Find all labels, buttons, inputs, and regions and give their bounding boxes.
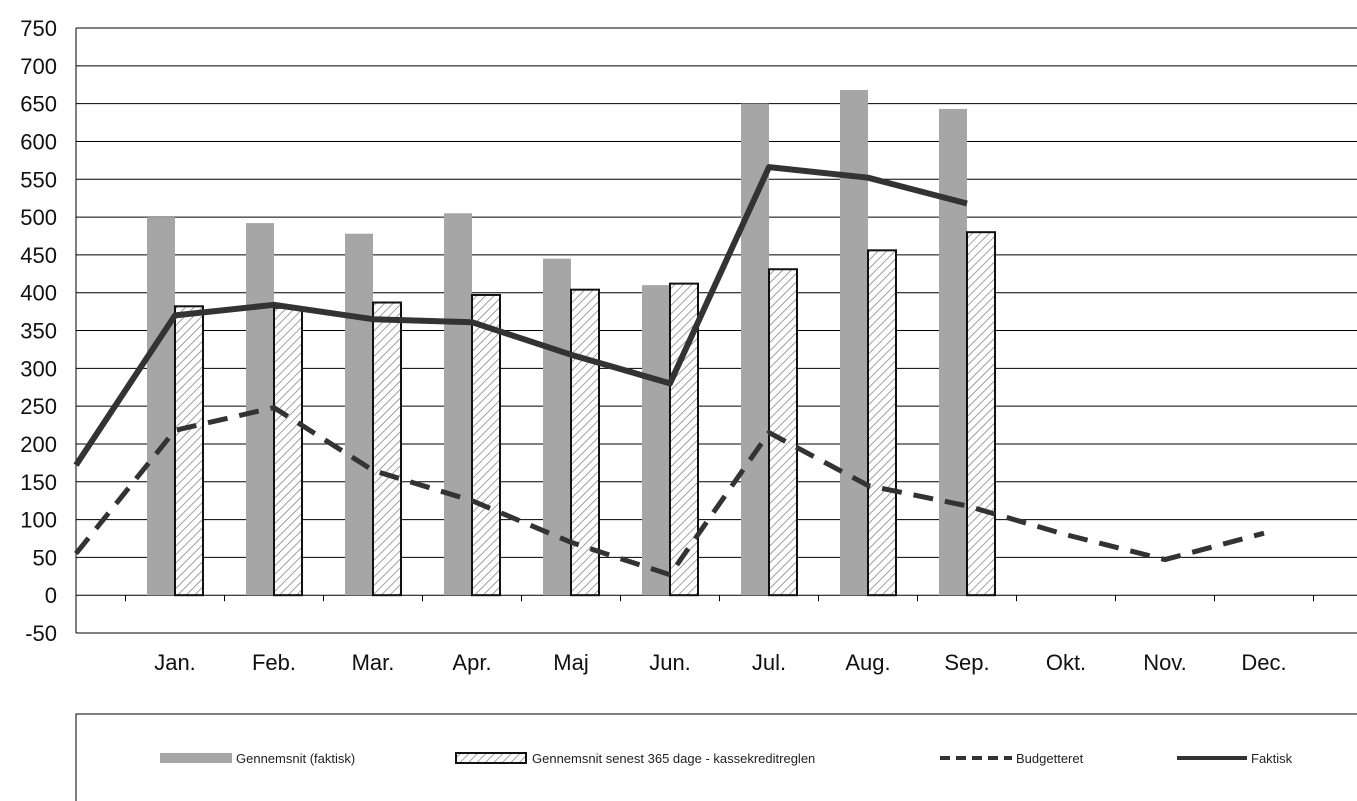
x-tick-label: Okt.	[1046, 650, 1086, 675]
legend-label: Faktisk	[1251, 751, 1293, 766]
bar	[543, 258, 571, 596]
y-tick-label: 700	[20, 54, 57, 79]
x-tick-label: Jul.	[752, 650, 786, 675]
bar	[174, 305, 204, 597]
y-tick-label: 550	[20, 167, 57, 192]
y-tick-label: 0	[45, 583, 57, 608]
y-tick-label: 50	[33, 545, 57, 570]
bar	[345, 233, 373, 596]
series-line	[73, 164, 968, 467]
bar	[147, 217, 175, 596]
bar	[642, 285, 670, 596]
legend-box	[75, 713, 1357, 801]
bar	[840, 90, 868, 596]
x-axis-ticks: Jan. Feb. Mar. Apr. Maj Jun. Jul. Aug. Sep. Okt. N…	[125, 595, 1314, 675]
bar	[372, 301, 402, 597]
x-tick-label: Aug.	[845, 650, 890, 675]
bars	[147, 90, 996, 597]
y-tick-label: 750	[20, 16, 57, 41]
x-tick-label: Nov.	[1143, 650, 1187, 675]
legend-swatch	[160, 753, 232, 763]
legend-label: Budgetteret	[1016, 751, 1084, 766]
x-tick-label: Maj	[553, 650, 588, 675]
y-tick-label: 450	[20, 243, 57, 268]
y-axis-ticks: 7507006506005505004504003503002502001501…	[20, 16, 57, 646]
legend: Gennemsnit (faktisk) Gennemsnit senest 36…	[75, 713, 1357, 801]
x-tick-label: Feb.	[252, 650, 296, 675]
y-tick-label: 300	[20, 356, 57, 381]
x-tick-label: Mar.	[352, 650, 395, 675]
bar	[966, 231, 996, 597]
bar	[246, 223, 274, 596]
x-tick-label: Jun.	[649, 650, 691, 675]
y-tick-label: 250	[20, 394, 57, 419]
y-tick-label: 350	[20, 319, 57, 344]
series-line	[74, 405, 1265, 578]
bar	[741, 103, 769, 596]
bar	[867, 249, 897, 597]
y-tick-label: 150	[20, 470, 57, 495]
x-tick-label: Apr.	[452, 650, 491, 675]
y-tick-label: 600	[20, 129, 57, 154]
y-tick-label: 200	[20, 432, 57, 457]
bar	[939, 108, 967, 596]
legend-swatch	[455, 752, 527, 764]
y-tick-label: 650	[20, 92, 57, 117]
y-tick-label: -50	[25, 621, 57, 646]
y-tick-label: 400	[20, 281, 57, 306]
bar	[444, 213, 472, 596]
bar	[471, 293, 501, 597]
x-tick-label: Dec.	[1241, 650, 1286, 675]
lines	[73, 164, 1265, 578]
legend-label: Gennemsnit senest 365 dage - kassekredit…	[532, 751, 815, 766]
x-tick-label: Jan.	[154, 650, 196, 675]
bar	[273, 306, 303, 597]
legend-label: Gennemsnit (faktisk)	[236, 751, 355, 766]
x-tick-label: Sep.	[944, 650, 989, 675]
bar	[768, 268, 798, 597]
y-tick-label: 500	[20, 205, 57, 230]
y-tick-label: 100	[20, 508, 57, 533]
